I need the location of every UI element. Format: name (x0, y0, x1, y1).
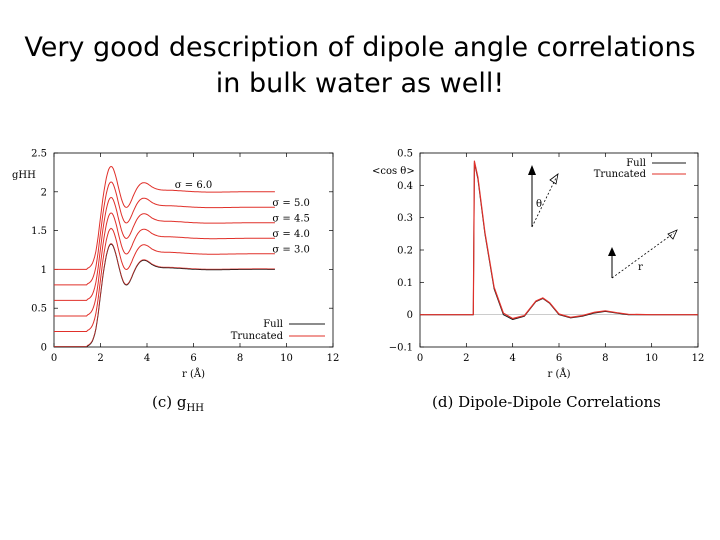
plot-frame (419, 152, 699, 348)
dipole-arrow-2 (531, 177, 557, 228)
legend-full-label: Full (626, 158, 646, 169)
x-tick-label: 6 (556, 353, 562, 364)
sigma-annotation: σ = 6.0 (175, 180, 212, 191)
y-tick-label: 0.3 (397, 213, 413, 224)
gHH-truncated-overlay (54, 242, 275, 347)
y-tick-label: 0 (407, 310, 413, 321)
x-tick-label: 10 (280, 353, 293, 364)
legend-truncated-label: Truncated (594, 169, 647, 180)
y-tick-label: 0.5 (31, 304, 47, 315)
x-tick-label: 4 (144, 353, 150, 364)
slide-title: Very good description of dipole angle co… (0, 30, 720, 102)
dipole-series-line (420, 160, 698, 320)
y-axis-label: <cos θ> (372, 166, 415, 177)
y-axis-label: gHH (12, 170, 36, 181)
y-tick-label: 2 (41, 187, 47, 198)
x-tick-label: 10 (645, 353, 658, 364)
r-label: r (638, 262, 643, 273)
gHH-curve (54, 212, 275, 317)
y-tick-label: 2.5 (31, 149, 47, 160)
dipole-arrow-2-head (549, 173, 559, 185)
panel-caption-c: (c) gHH (152, 393, 204, 414)
y-tick-label: 1 (41, 265, 47, 276)
caption-subscript: HH (186, 403, 204, 414)
y-tick-label: 0 (41, 343, 47, 354)
title-line-2: in bulk water as well! (215, 68, 505, 99)
theta-label: θ (536, 199, 542, 210)
x-tick-label: 8 (237, 353, 243, 364)
gHH-curve (54, 181, 275, 286)
y-tick-label: 0.4 (397, 181, 413, 192)
gHH-curve (54, 165, 275, 270)
legend-truncated-label: Truncated (231, 331, 284, 342)
x-tick-label: 12 (327, 353, 340, 364)
y-tick-label: 1.5 (31, 226, 47, 237)
x-tick-label: 0 (51, 353, 57, 364)
sigma-annotation: σ = 4.0 (272, 229, 309, 240)
dipole-series-line (420, 162, 698, 320)
sigma-annotation: σ = 3.0 (272, 244, 309, 255)
caption-main: (c) g (152, 393, 187, 411)
x-tick-label: 4 (509, 353, 515, 364)
dipole-arrow-3-head (608, 247, 616, 256)
x-axis-label: r (Å) (548, 368, 571, 380)
panel-caption-d: (d) Dipole-Dipole Correlations (432, 393, 661, 411)
gHH-curve (54, 227, 275, 332)
gHH-curve (54, 196, 275, 301)
legend-full-label: Full (263, 319, 283, 330)
sigma-annotation: σ = 5.0 (272, 198, 309, 209)
separation-arrow (611, 232, 675, 279)
x-axis-label: r (Å) (182, 368, 205, 380)
dipole-arrow-1-head (528, 165, 536, 175)
x-tick-label: 8 (602, 353, 608, 364)
y-tick-label: 0.5 (397, 149, 413, 160)
y-tick-label: −0.1 (389, 343, 413, 354)
x-tick-label: 0 (417, 353, 423, 364)
x-tick-label: 12 (692, 353, 705, 364)
y-tick-label: 0.1 (397, 278, 413, 289)
separation-arrow-head (667, 229, 678, 240)
dipole-chart: 0 2 4 6 8 10 12 −0.1 0 0.1 0.2 0.3 0.4 0.5 r (Å) <cos θ… (372, 149, 704, 412)
x-tick-label: 2 (97, 353, 103, 364)
y-tick-label: 0.2 (397, 246, 413, 257)
title-line-1: Very good description of dipole angle co… (24, 32, 696, 63)
ghh-chart: 0 2 4 6 8 10 12 0 0.5 1 1.5 2 2.5 r (Å) gHH σ = 6.0 σ = … (12, 149, 339, 415)
sigma-annotation: σ = 4.5 (272, 213, 309, 224)
x-tick-label: 6 (190, 353, 196, 364)
x-tick-label: 2 (463, 353, 469, 364)
